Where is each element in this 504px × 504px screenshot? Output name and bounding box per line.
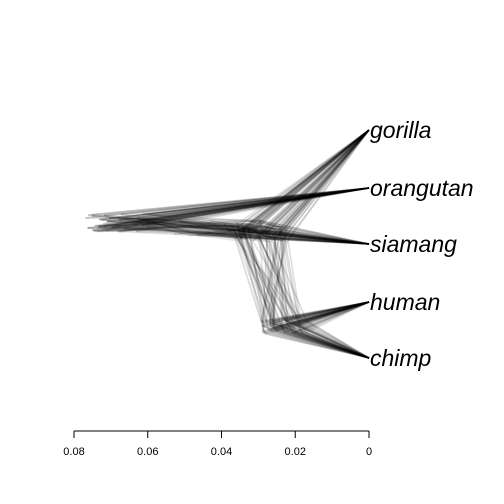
posterior-tree (146, 129, 370, 359)
posterior-tree (142, 129, 370, 359)
posterior-tree (117, 129, 370, 359)
tip-labels: gorilla orangutan siamang human chimp (370, 117, 474, 371)
posterior-tree (111, 129, 370, 359)
posterior-tree (91, 129, 370, 359)
posterior-tree (142, 129, 370, 359)
posterior-tree (99, 129, 370, 359)
posterior-tree (117, 129, 370, 359)
posterior-tree (107, 129, 370, 359)
posterior-tree (99, 129, 370, 359)
posterior-tree (147, 129, 370, 359)
posterior-tree (118, 129, 370, 359)
posterior-tree (141, 129, 370, 359)
posterior-tree (87, 129, 370, 359)
posterior-tree (112, 129, 370, 359)
posterior-tree (114, 129, 370, 359)
posterior-tree (99, 129, 370, 359)
posterior-tree (110, 129, 370, 359)
tree-cloud (85, 129, 370, 359)
posterior-tree (97, 129, 370, 359)
x-axis-tick-label: 0 (366, 446, 372, 458)
posterior-tree (115, 129, 370, 359)
posterior-tree (94, 129, 370, 359)
x-axis: 0.08 0.06 0.04 0.02 0 (63, 430, 372, 458)
posterior-tree (96, 129, 370, 359)
posterior-tree (85, 129, 370, 359)
posterior-tree (122, 129, 370, 359)
posterior-tree (91, 129, 370, 359)
tip-label-chimp: chimp (370, 345, 432, 371)
posterior-tree (106, 129, 370, 359)
posterior-tree (103, 129, 370, 359)
posterior-tree (101, 129, 370, 359)
posterior-tree (145, 129, 370, 359)
posterior-tree (146, 129, 370, 359)
posterior-tree (107, 129, 370, 359)
posterior-tree (102, 129, 370, 359)
posterior-tree (104, 129, 370, 359)
posterior-tree (141, 129, 370, 359)
posterior-tree (134, 129, 370, 359)
posterior-tree (98, 129, 370, 359)
posterior-tree (133, 129, 370, 359)
posterior-tree (92, 129, 370, 359)
posterior-tree (108, 129, 370, 359)
posterior-tree (130, 129, 370, 359)
posterior-tree (138, 129, 370, 359)
posterior-tree (103, 129, 370, 359)
x-axis-tick-label: 0.02 (285, 446, 306, 458)
posterior-tree (91, 129, 370, 359)
posterior-tree (100, 129, 370, 359)
x-axis-tick-label: 0.04 (211, 446, 232, 458)
posterior-tree (140, 129, 370, 359)
posterior-tree (124, 129, 370, 359)
posterior-tree (103, 129, 370, 359)
tip-label-siamang: siamang (370, 231, 457, 257)
tip-label-human: human (370, 289, 440, 315)
tip-label-gorilla: gorilla (370, 117, 431, 143)
posterior-tree (94, 129, 370, 359)
x-axis-tick-label: 0.06 (137, 446, 158, 458)
posterior-tree (120, 129, 370, 359)
tip-label-orangutan: orangutan (370, 175, 474, 201)
posterior-tree (87, 129, 370, 359)
posterior-tree (104, 129, 370, 359)
posterior-tree (136, 129, 370, 359)
posterior-tree (87, 129, 370, 359)
posterior-tree (123, 129, 370, 359)
posterior-tree (105, 129, 370, 359)
posterior-tree (119, 129, 370, 359)
x-axis-tick-label: 0.08 (63, 446, 84, 458)
posterior-tree (96, 129, 370, 359)
posterior-tree (118, 129, 370, 359)
posterior-tree (126, 129, 370, 359)
posterior-tree (135, 129, 370, 359)
